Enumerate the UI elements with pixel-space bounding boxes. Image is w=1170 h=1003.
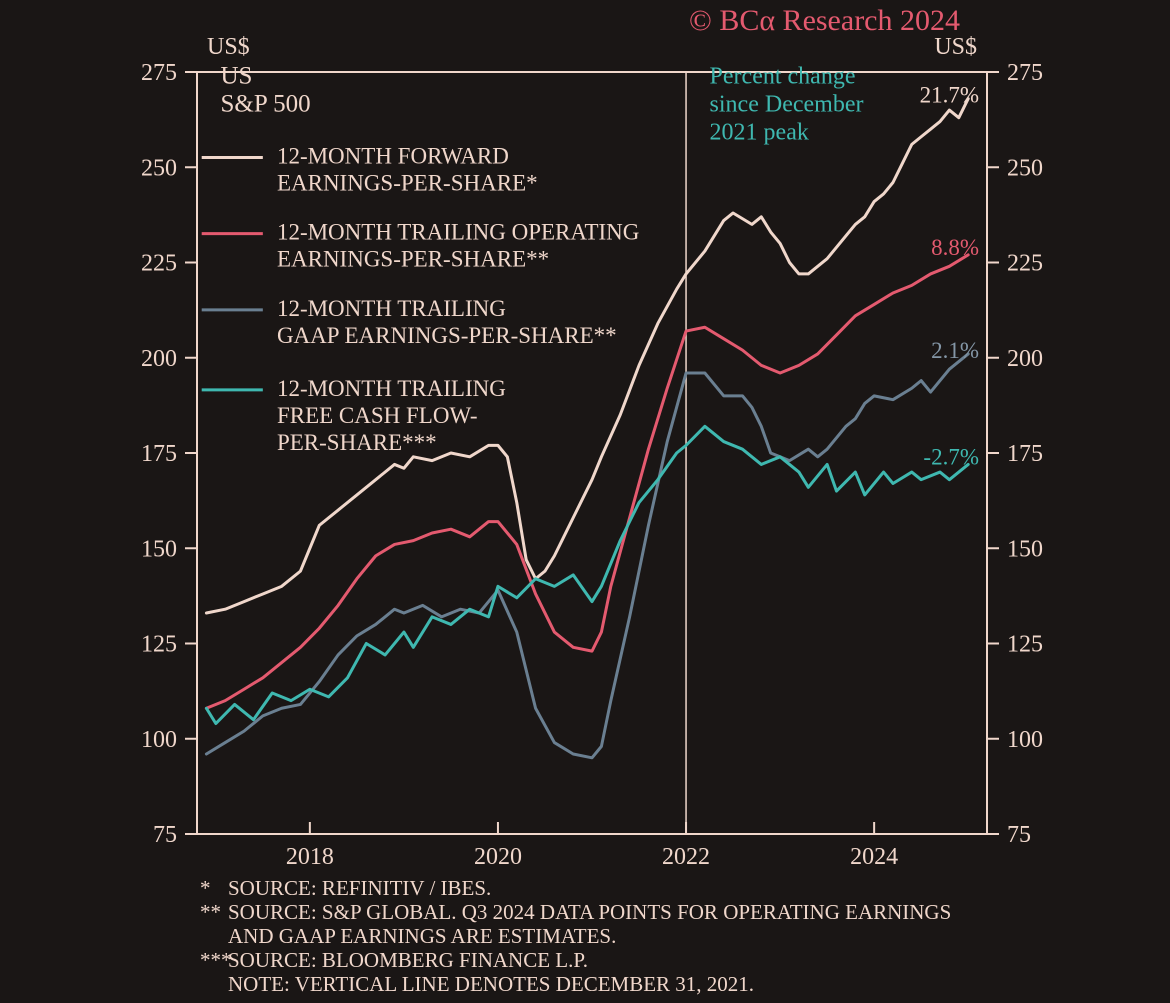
xtick-label: 2018 — [286, 844, 334, 870]
legend-label: 12-MONTH TRAILING — [277, 376, 506, 401]
xtick-label: 2024 — [850, 844, 898, 870]
end-label: 8.8% — [931, 235, 979, 260]
background — [0, 0, 1170, 1003]
footnote-text: AND GAAP EARNINGS ARE ESTIMATES. — [228, 924, 616, 948]
ytick-label-right: 100 — [1007, 727, 1043, 753]
chart-heading: S&P 500 — [221, 90, 311, 117]
footnote-marker: *** — [200, 948, 232, 972]
footnote-marker: * — [200, 876, 211, 900]
footnote-text: NOTE: VERTICAL LINE DENOTES DECEMBER 31,… — [228, 972, 754, 996]
y-axis-title-right: US$ — [934, 34, 977, 60]
chart-heading: US — [221, 62, 253, 89]
ytick-label-right: 125 — [1007, 632, 1043, 658]
ytick-label-left: 250 — [141, 155, 177, 181]
ytick-label-right: 200 — [1007, 346, 1043, 372]
end-label: -2.7% — [923, 444, 979, 469]
y-axis-title-left: US$ — [207, 34, 250, 60]
legend-label: 12-MONTH TRAILING — [277, 296, 506, 321]
footnote-text: SOURCE: REFINITIV / IBES. — [228, 876, 491, 900]
legend-label: 12-MONTH TRAILING OPERATING — [277, 220, 639, 245]
ytick-label-right: 225 — [1007, 251, 1043, 277]
footnote-marker: ** — [200, 900, 221, 924]
ytick-label-right: 275 — [1007, 60, 1043, 86]
ytick-label-right: 175 — [1007, 441, 1043, 467]
chart-svg: © BCα Research 2024 75 75 100 100 125 125 150 15… — [0, 0, 1170, 1003]
legend-label: EARNINGS-PER-SHARE* — [277, 170, 538, 195]
footnote-text: SOURCE: BLOOMBERG FINANCE L.P. — [228, 948, 588, 972]
ytick-label-left: 100 — [141, 727, 177, 753]
ytick-label-left: 75 — [153, 822, 177, 848]
ytick-label-left: 275 — [141, 60, 177, 86]
ytick-label-left: 125 — [141, 632, 177, 658]
chart-annotation: 2021 peak — [710, 119, 809, 145]
legend-label: EARNINGS-PER-SHARE** — [277, 247, 549, 272]
footnote-text: SOURCE: S&P GLOBAL. Q3 2024 DATA POINTS … — [228, 900, 951, 924]
ytick-label-right: 150 — [1007, 536, 1043, 562]
legend-label: PER-SHARE*** — [277, 430, 437, 455]
ytick-label-left: 175 — [141, 441, 177, 467]
end-label: 2.1% — [931, 338, 979, 363]
ytick-label-left: 225 — [141, 251, 177, 277]
chart-root: © BCα Research 2024 75 75 100 100 125 125 150 15… — [0, 0, 1170, 1003]
xtick-label: 2022 — [662, 844, 710, 870]
ytick-label-left: 200 — [141, 346, 177, 372]
ytick-label-right: 250 — [1007, 155, 1043, 181]
legend-label: 12-MONTH FORWARD — [277, 143, 509, 168]
watermark: © BCα Research 2024 — [689, 4, 960, 37]
legend-label: FREE CASH FLOW- — [277, 403, 478, 428]
ytick-label-left: 150 — [141, 536, 177, 562]
xtick-label: 2020 — [474, 844, 522, 870]
chart-annotation: since December — [710, 91, 864, 117]
chart-annotation: Percent change — [710, 63, 856, 89]
legend-label: GAAP EARNINGS-PER-SHARE** — [277, 323, 617, 348]
end-label: 21.7% — [920, 82, 979, 107]
ytick-label-right: 75 — [1007, 822, 1031, 848]
